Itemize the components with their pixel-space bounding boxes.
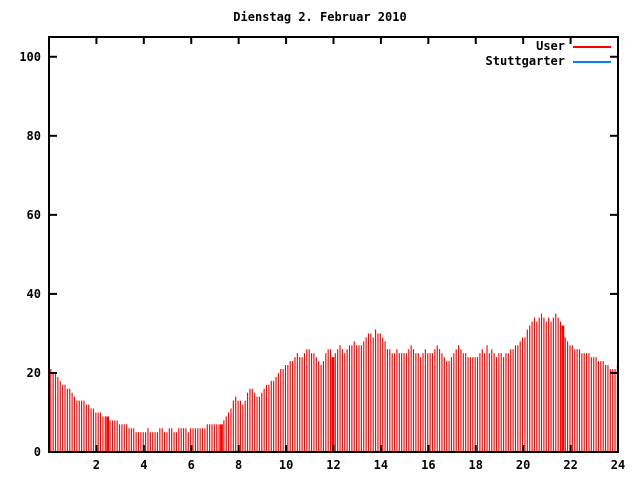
legend-item-user: User: [486, 39, 611, 54]
x-axis-tick-label: 24: [610, 458, 626, 472]
y-axis-tick-label: 40: [26, 286, 41, 301]
legend-item-stuttgarter: Stuttgarter: [486, 54, 611, 69]
x-axis-tick-label: 18: [468, 458, 483, 472]
x-axis-tick-label: 16: [421, 458, 436, 472]
chart-title: Dienstag 2. Februar 2010: [233, 10, 407, 24]
x-axis-tick-label: 6: [187, 458, 195, 472]
legend-line-sample: [573, 60, 611, 63]
x-axis-tick-label: 4: [140, 458, 148, 472]
x-axis-tick-label: 12: [326, 458, 341, 472]
legend: User Stuttgarter: [486, 39, 611, 69]
y-axis-tick-label: 60: [26, 207, 41, 222]
x-axis-tick-label: 2: [92, 458, 101, 472]
x-axis-tick-label: 8: [235, 458, 243, 472]
x-axis-tick-label: 20: [515, 458, 531, 472]
x-axis-tick-label: 22: [563, 458, 578, 472]
legend-label: User: [536, 39, 565, 53]
x-axis-tick-label: 14: [373, 458, 389, 472]
legend-label: Stuttgarter: [485, 54, 565, 68]
y-axis-tick-label: 80: [26, 128, 41, 143]
x-axis-tick-label: 10: [278, 458, 294, 472]
y-axis-tick-label: 20: [26, 365, 41, 380]
legend-line-sample: [573, 45, 611, 48]
y-axis-tick-label: 0: [33, 445, 41, 459]
y-axis-tick-label: 100: [19, 49, 41, 64]
